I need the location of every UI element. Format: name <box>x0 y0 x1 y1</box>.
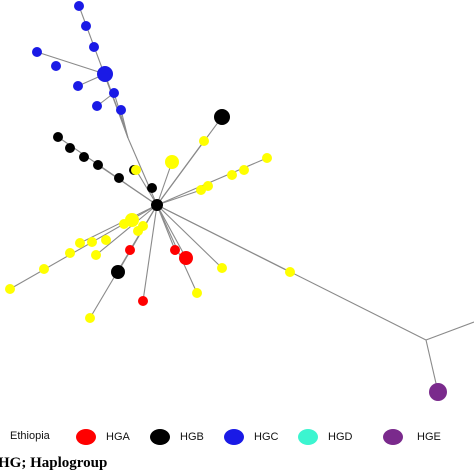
haplotype-node <box>147 183 157 193</box>
haplotype-node <box>239 165 249 175</box>
network-edge <box>156 161 173 206</box>
haplotype-node <box>65 143 75 153</box>
legend-label-hgc: HGC <box>254 431 279 443</box>
network-edge <box>113 92 129 139</box>
haplotype-node <box>53 132 63 142</box>
haplotype-node <box>179 251 193 265</box>
network-edge <box>135 169 158 206</box>
network-edge <box>36 51 106 75</box>
haplotype-node <box>138 221 148 231</box>
haplotype-node <box>85 313 95 323</box>
haplotype-node <box>262 153 272 163</box>
haplotype-node <box>87 237 97 247</box>
haplotype-node <box>170 245 180 255</box>
network-edge <box>97 164 158 206</box>
network-edge <box>79 204 158 244</box>
haplotype-node <box>192 288 202 298</box>
haplotype-node <box>73 81 83 91</box>
haplotype-node <box>214 109 230 125</box>
legend-label-hgb: HGB <box>180 431 204 443</box>
legend-label-hge: HGE <box>417 431 441 443</box>
network-edge <box>127 137 158 206</box>
haplotype-node <box>51 61 61 71</box>
network-edge <box>156 204 187 259</box>
haplotype-node <box>74 1 84 11</box>
haplotype-node <box>151 199 163 211</box>
haplotype-node <box>114 173 124 183</box>
network-edge <box>95 204 158 256</box>
network-edge <box>156 204 291 273</box>
haplotype-node <box>131 165 141 175</box>
haplotype-node <box>196 185 206 195</box>
legend-dot-hge <box>383 429 403 445</box>
haplotype-node <box>109 88 119 98</box>
haplotype-node <box>65 248 75 258</box>
haplotype-node <box>92 101 102 111</box>
haplotype-node <box>285 267 295 277</box>
haplotype-node <box>39 264 49 274</box>
network-edge <box>142 204 158 302</box>
network-edge <box>156 140 205 206</box>
haplotype-node <box>199 136 209 146</box>
haplotype-node <box>5 284 15 294</box>
network-edge <box>156 204 176 251</box>
legend-dot-hgd <box>298 429 318 445</box>
footnote: HG; Haplogroup <box>0 455 108 471</box>
haplotype-node <box>111 265 125 279</box>
haplotype-node <box>116 105 126 115</box>
haplotype-node <box>217 263 227 273</box>
haplotype-node <box>32 47 42 57</box>
network-edge <box>425 321 474 341</box>
network-edge <box>156 157 268 206</box>
legend-dot-hga <box>76 429 96 445</box>
haplotype-node <box>89 42 99 52</box>
network-edge <box>156 204 223 269</box>
haplotype-network <box>5 1 474 401</box>
haplotype-node <box>125 245 135 255</box>
legend-label-hga: HGA <box>106 431 130 443</box>
legend-dot-hgc <box>224 429 244 445</box>
legend-label-hgd: HGD <box>328 431 353 443</box>
haplotype-node <box>165 155 179 169</box>
network-edges <box>9 5 474 393</box>
network-edge <box>156 189 202 206</box>
legend-dot-hgb <box>150 429 170 445</box>
haplotype-node <box>93 160 103 170</box>
haplotype-node <box>91 250 101 260</box>
haplotype-node <box>75 238 85 248</box>
haplotype-node <box>97 66 113 82</box>
haplotype-node <box>81 21 91 31</box>
haplotype-node <box>429 383 447 401</box>
haplotype-node <box>79 152 89 162</box>
haplotype-node <box>227 170 237 180</box>
haplotype-node <box>119 219 129 229</box>
legend-title: Ethiopia <box>10 430 50 442</box>
haplotype-node <box>101 235 111 245</box>
legend: Ethiopia HGA HGB HGC HGD HGE <box>0 424 474 450</box>
network-nodes <box>5 1 447 401</box>
haplotype-node <box>138 296 148 306</box>
